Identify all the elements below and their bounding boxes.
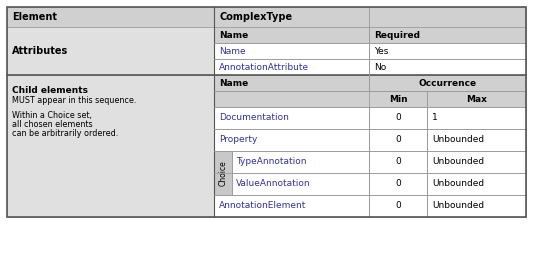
Text: 1: 1 bbox=[432, 113, 438, 122]
Bar bbox=[427, 107, 526, 129]
Text: Attributes: Attributes bbox=[12, 46, 68, 56]
Bar bbox=[369, 91, 427, 107]
Text: Yes: Yes bbox=[374, 47, 389, 56]
Text: Name: Name bbox=[219, 47, 246, 56]
Text: Unbounded: Unbounded bbox=[432, 179, 484, 189]
Bar bbox=[7, 75, 214, 217]
Bar bbox=[369, 59, 526, 75]
Bar bbox=[214, 107, 369, 129]
Bar bbox=[214, 7, 526, 27]
Text: Required: Required bbox=[374, 30, 420, 39]
Text: 0: 0 bbox=[395, 179, 401, 189]
Text: Name: Name bbox=[219, 78, 248, 87]
Text: AnnotationAttribute: AnnotationAttribute bbox=[219, 62, 309, 72]
Text: No: No bbox=[374, 62, 386, 72]
Text: Min: Min bbox=[389, 95, 407, 104]
Bar bbox=[427, 151, 526, 173]
Bar bbox=[427, 91, 526, 107]
Text: all chosen elements: all chosen elements bbox=[12, 120, 93, 129]
Bar bbox=[214, 43, 369, 59]
Bar bbox=[369, 195, 427, 217]
Text: Unbounded: Unbounded bbox=[432, 158, 484, 167]
Bar bbox=[427, 129, 526, 151]
Bar bbox=[369, 129, 427, 151]
Text: Max: Max bbox=[466, 95, 487, 104]
Bar bbox=[7, 7, 526, 217]
Text: Property: Property bbox=[219, 136, 257, 144]
Text: ComplexType: ComplexType bbox=[219, 12, 292, 22]
Text: MUST appear in this sequence.: MUST appear in this sequence. bbox=[12, 96, 136, 105]
Text: ValueAnnotation: ValueAnnotation bbox=[236, 179, 311, 189]
Text: TypeAnnotation: TypeAnnotation bbox=[236, 158, 306, 167]
Bar bbox=[369, 43, 526, 59]
Text: Child elements: Child elements bbox=[12, 86, 88, 95]
Bar bbox=[369, 173, 427, 195]
Bar bbox=[369, 107, 427, 129]
Text: Choice: Choice bbox=[219, 160, 228, 186]
Bar bbox=[369, 27, 526, 43]
Bar bbox=[427, 195, 526, 217]
Text: Name: Name bbox=[219, 30, 248, 39]
Bar bbox=[214, 195, 369, 217]
Bar bbox=[369, 151, 427, 173]
Bar bbox=[232, 151, 369, 173]
Bar bbox=[214, 27, 369, 43]
Bar bbox=[214, 151, 232, 195]
Bar bbox=[369, 75, 526, 91]
Text: AnnotationElement: AnnotationElement bbox=[219, 201, 306, 210]
Bar bbox=[214, 129, 369, 151]
Text: can be arbitrarily ordered.: can be arbitrarily ordered. bbox=[12, 129, 118, 138]
Text: Occurrence: Occurrence bbox=[418, 78, 477, 87]
Text: 0: 0 bbox=[395, 201, 401, 210]
Text: 0: 0 bbox=[395, 136, 401, 144]
Bar bbox=[427, 173, 526, 195]
Text: Unbounded: Unbounded bbox=[432, 201, 484, 210]
Bar bbox=[7, 27, 214, 75]
Text: Documentation: Documentation bbox=[219, 113, 289, 122]
Bar bbox=[214, 75, 369, 91]
Bar bbox=[232, 173, 369, 195]
Text: Unbounded: Unbounded bbox=[432, 136, 484, 144]
Text: 0: 0 bbox=[395, 113, 401, 122]
Bar bbox=[214, 91, 369, 107]
Bar bbox=[7, 7, 214, 27]
Text: 0: 0 bbox=[395, 158, 401, 167]
Text: Element: Element bbox=[12, 12, 57, 22]
Text: Within a Choice set,: Within a Choice set, bbox=[12, 111, 92, 120]
Bar bbox=[214, 59, 369, 75]
